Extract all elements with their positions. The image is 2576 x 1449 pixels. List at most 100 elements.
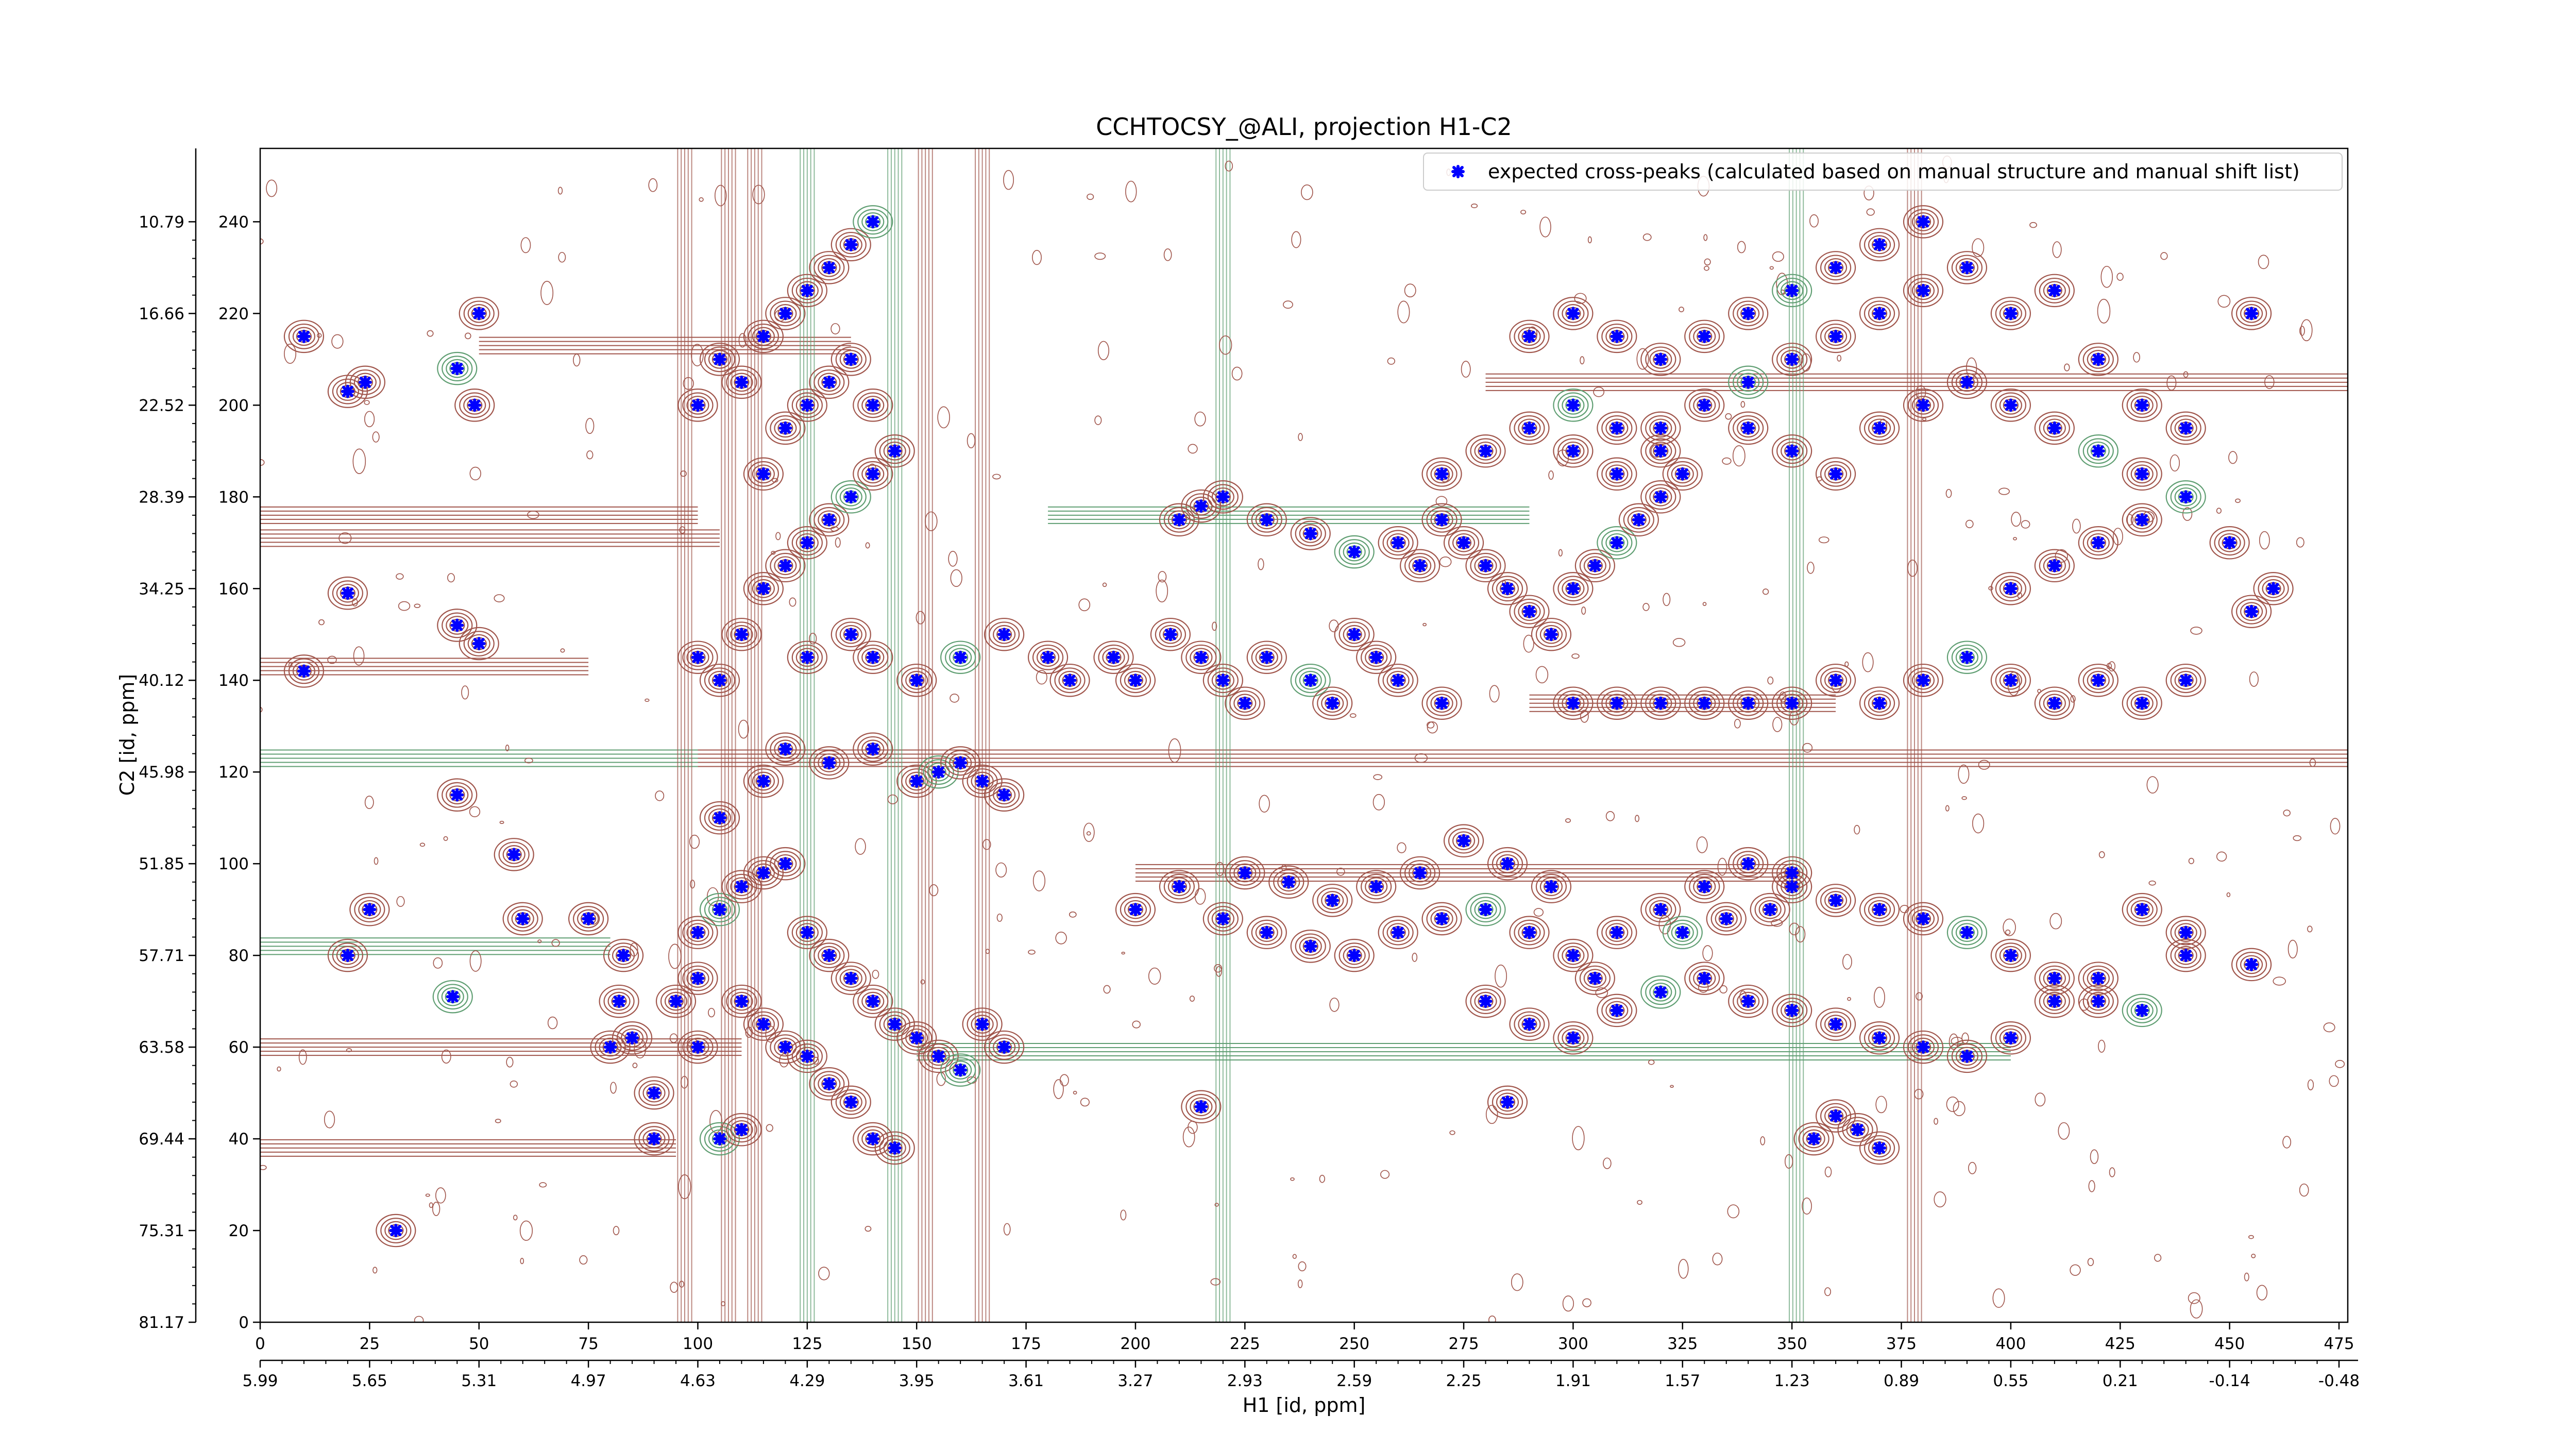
cross-peak-marker [1654,444,1668,458]
peak-contour [1649,694,1672,713]
cross-peak-marker [1566,307,1580,321]
noise-contour [1422,622,1427,627]
peak-contour [835,965,867,991]
cross-peak-marker [778,421,792,435]
x-tick-label: 0 [255,1335,265,1353]
peak-contour [2122,993,2162,1027]
peak-contour [446,785,469,804]
peak-contour [1776,690,1808,716]
noise-contour [1562,1295,1574,1312]
noise-contour [1702,945,1713,962]
noise-contour [1807,562,1815,574]
cross-peak-marker [735,995,749,1008]
peak-contour [945,750,976,776]
cross-peak-marker [2179,949,2193,963]
noise-contour [579,1255,588,1265]
noise-contour [669,1033,678,1043]
peak-contour [2174,670,2197,690]
peak-contour [1772,434,1812,468]
peak-contour [1645,484,1676,510]
peak-contour [1290,517,1331,550]
noise-contour [655,790,665,801]
noise-contour [506,1056,514,1068]
peak-contour [1597,411,1637,445]
peak-contour [349,892,390,926]
legend-box [1423,153,2343,191]
peak-contour [1868,1138,1891,1158]
peak-contour [1816,457,1856,491]
peak-contour [1579,965,1611,991]
peak-contour [1842,1117,1873,1143]
peak-contour [1036,648,1060,667]
cross-peak-marker [1107,650,1121,664]
cross-peak-marker [1501,1095,1515,1109]
peak-contour [283,319,325,353]
peak-contour [699,663,740,697]
x-ppm-tick-label: 1.57 [1665,1372,1700,1390]
peak-contour [708,1129,732,1149]
noise-contour [1485,1105,1498,1124]
cross-peak-marker [691,398,705,412]
noise-contour [1188,444,1198,454]
peak-contour [752,579,775,598]
cross-peak-marker [1163,628,1177,642]
noise-contour [1642,603,1650,611]
cross-peak-marker [1785,696,1799,710]
noise-contour [414,1316,424,1322]
cross-peak-marker [297,664,311,678]
noise-contour [2330,818,2341,835]
peak-contour [752,771,775,791]
peak-contour [1859,228,1900,262]
cross-peak-marker [450,362,464,376]
peak-contour [1999,670,2023,690]
peak-contour [809,746,850,780]
noise-contour [560,648,565,653]
peak-contour [1946,641,1988,674]
peak-contour [814,1071,845,1097]
peak-contour [1553,686,1594,720]
peak-contour [1728,365,1769,399]
peak-contour [607,942,639,969]
y-ppm-axis: 81.17 75.31 69.44 63.58 57.71 51.85 45.98 40.12… [139,148,197,1332]
peak-contour [1574,962,1616,995]
peak-contour [1951,919,1983,946]
x-tick-label: 100 [683,1335,713,1353]
noise-contour [1642,233,1652,241]
cross-peak-marker [1303,939,1317,953]
peak-contour [1601,919,1633,946]
noise-contour [2100,265,2113,288]
peak-contour [288,323,320,349]
peak-contour [1693,877,1716,896]
peak-contour [2087,969,2110,988]
peak-contour [2170,667,2201,694]
peak-contour [358,900,381,919]
peak-contour [765,411,806,445]
cross-peak-marker [1522,329,1536,343]
noise-contour [967,433,976,448]
peak-contour [1211,487,1234,507]
noise-contour [1298,433,1303,441]
peak-contour [1343,946,1366,965]
peak-contour [2034,962,2075,995]
peak-contour [1317,887,1348,914]
noise-contour [1648,1059,1655,1065]
noise-contour [2154,1254,2162,1262]
peak-contour [1273,869,1304,895]
noise-contour [1737,241,1746,254]
noise-contour [679,526,686,534]
noise-contour [396,896,405,907]
noise-contour [2052,241,2062,258]
peak-contour [1400,856,1440,890]
cross-peak-marker [1675,467,1689,481]
peak-contour [599,1037,622,1057]
peak-contour [1605,923,1629,942]
peak-contour [1999,579,2023,598]
peak-contour [1859,1131,1900,1165]
y-ppm-tick-label: 28.39 [139,488,184,507]
cross-peak-marker [756,582,770,596]
peak-contour [1649,900,1672,919]
peak-contour [1404,860,1436,886]
noise-contour [520,237,531,254]
cross-peak-marker [617,949,631,963]
peak-contour [1693,327,1716,346]
